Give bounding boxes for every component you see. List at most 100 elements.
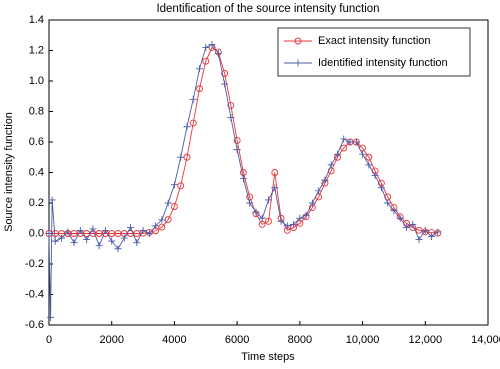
marker [346,138,354,146]
marker [265,196,272,204]
x-tick-label: 14,000 [471,334,500,346]
marker [158,223,166,231]
marker [371,172,379,180]
x-tick-label: 12,000 [408,334,442,346]
marker [170,181,178,189]
y-tick-label: 1.0 [29,75,44,87]
marker [340,144,348,152]
marker [365,153,373,161]
x-tick-label: 10,000 [346,334,380,346]
marker [377,184,385,192]
x-tick-label: 6000 [225,334,249,346]
marker [239,175,247,183]
x-tick-label: 4000 [162,334,186,346]
marker [396,214,404,222]
y-tick-label: 1.4 [29,14,44,26]
legend-marker [294,37,302,45]
legend: Exact intensity function Identified inten… [277,27,471,77]
marker [83,236,91,244]
legend-label: Identified intensity function [318,57,448,69]
marker [233,137,241,144]
x-axis-label: Time steps [241,351,295,363]
y-tick-label: 0.4 [29,166,44,178]
marker [196,85,203,93]
x-tick-label: 8000 [288,334,312,346]
marker [164,199,172,207]
marker [183,123,191,131]
marker [177,153,185,161]
marker [409,220,417,228]
marker [384,199,392,207]
marker [45,230,53,237]
marker [139,226,147,234]
marker [170,203,178,210]
marker [434,228,442,236]
legend-box [277,27,471,77]
marker [333,150,341,158]
marker [48,196,56,204]
marker [359,150,367,158]
marker [64,228,72,236]
marker [208,40,216,48]
marker [108,237,116,245]
marker [390,207,398,215]
marker [227,101,235,109]
marker [127,223,135,231]
marker [421,226,429,234]
marker [265,217,272,225]
marker [271,184,279,192]
marker [252,208,260,216]
marker [58,234,66,242]
marker [233,146,241,154]
marker [428,233,436,241]
marker [145,230,153,237]
marker [352,138,360,146]
marker [415,236,423,244]
x-tick-label: 2000 [99,334,123,346]
marker [277,217,285,225]
y-tick-label: 1.2 [29,44,44,56]
y-axis-label: Source intensity function [3,112,15,232]
marker [283,222,291,230]
marker [189,119,197,127]
marker [120,234,128,242]
y-tick-label: 0.0 [29,227,44,239]
marker [95,242,103,250]
marker [51,237,59,245]
marker [315,187,323,195]
marker [189,95,197,103]
marker [70,239,78,247]
x-tick-label: 0 [46,334,52,346]
marker [227,114,235,122]
marker [308,199,316,207]
marker [101,226,109,234]
marker [89,225,97,233]
marker [152,222,160,230]
marker [214,50,222,58]
marker [340,135,348,143]
marker [177,182,185,190]
legend-marker [294,59,302,67]
y-tick-label: -0.2 [25,258,44,270]
y-tick-label: -0.4 [25,288,44,300]
marker [221,80,229,88]
y-tick-label: 0.2 [29,197,44,209]
marker [365,161,373,169]
y-tick-label: 0.8 [29,105,44,117]
marker [158,216,166,224]
marker [114,245,122,253]
marker [302,211,310,219]
y-tick-label: -0.6 [25,319,44,331]
marker [202,43,210,51]
marker [133,239,141,247]
marker [327,161,335,169]
marker [321,176,329,184]
marker [196,65,204,73]
marker [246,199,254,207]
legend-label: Exact intensity function [318,35,431,47]
marker [258,214,266,222]
marker [76,226,84,234]
series-line [49,46,438,234]
marker [47,313,55,321]
